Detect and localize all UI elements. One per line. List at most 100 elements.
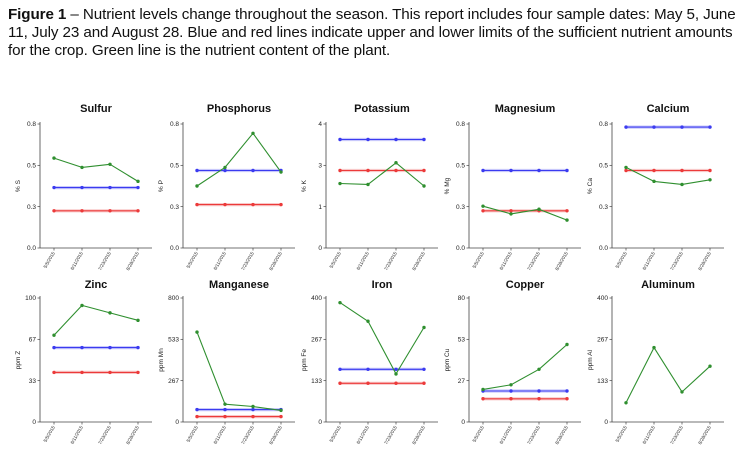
x-tick-label: 6/11/2015 [212,425,227,445]
x-tick-label: 7/23/2015 [383,425,398,446]
upper-point-iron [366,367,370,371]
upper-point-magnesium [537,168,541,173]
upper-point-potassium [422,137,426,142]
content-point-potassium [366,182,370,187]
content-point-calcium [708,178,712,182]
content-point-sulfur [52,156,56,160]
content-point-zinc [108,311,112,315]
lower-point-zinc [52,370,56,375]
lower-point-sulfur [136,209,140,213]
content-point-zinc [136,318,140,323]
content-point-manganese [279,408,283,413]
y-axis-label-zinc: ppm Z [15,351,22,369]
upper-point-phosphorus [251,168,255,173]
lower-point-phosphorus [279,202,283,207]
content-point-manganese [251,404,255,409]
panel-sulfur: Sulfur 0.0 0.3 0.5 0.8 % S 5/5/2015 6/11/2015 7/… [15,103,152,271]
panel-title-calcium: Calcium [647,103,690,115]
x-tick-label: 6/11/2015 [641,251,656,271]
content-point-sulfur [80,165,84,170]
content-point-potassium [422,184,426,188]
content-point-calcium [624,165,628,170]
y-axis-label-iron: ppm Fe [301,349,308,371]
x-tick-label: 5/5/2015 [615,251,628,269]
content-line-aluminum [625,347,711,404]
y-tick-label: 133 [311,378,322,385]
panel-calcium: Calcium 0.0 0.3 0.5 0.8 % Ca 5/5/2015 6/11/2015… [587,103,724,271]
x-tick-label: 7/23/2015 [526,251,541,272]
content-point-manganese [195,330,199,334]
lower-point-zinc [80,370,84,375]
x-tick-label: 7/23/2015 [97,425,112,446]
lower-point-copper [565,397,569,401]
lower-point-manganese [279,414,283,419]
x-tick-label: 8/28/2015 [125,251,140,272]
lower-point-manganese [223,414,227,419]
lower-point-calcium [680,168,684,173]
content-point-phosphorus [195,184,199,188]
upper-point-calcium [708,125,712,129]
content-line-iron [339,302,425,375]
upper-point-copper [509,389,513,393]
content-point-sulfur [136,179,140,184]
content-point-aluminum [624,401,628,405]
x-tick-label: 8/28/2015 [411,251,426,272]
y-tick-label: 0 [604,419,608,426]
upper-point-magnesium [565,168,569,173]
panel-title-copper: Copper [506,279,545,291]
lower-point-potassium [338,168,342,173]
lower-point-sulfur [108,209,112,213]
content-point-copper [481,387,485,392]
x-tick-label: 8/28/2015 [554,425,569,446]
upper-point-sulfur [136,185,140,190]
y-axis-label-manganese: ppm Mn [158,348,165,372]
y-tick-label: 0 [175,419,179,426]
content-point-magnesium [509,212,513,216]
x-tick-label: 8/28/2015 [411,425,426,446]
panel-title-phosphorus: Phosphorus [207,103,271,115]
content-line-calcium [625,166,711,185]
y-tick-label: 3 [318,163,322,170]
caption-text: – Nutrient levels change throughout the … [8,6,736,59]
lower-point-calcium [652,168,656,173]
upper-point-sulfur [80,185,84,190]
x-tick-label: 5/5/2015 [186,251,199,269]
x-tick-label: 6/11/2015 [69,251,84,271]
panel-title-iron: Iron [372,279,393,291]
content-point-copper [509,383,513,387]
figure-label: Figure 1 [8,6,67,23]
y-tick-label: 0.8 [170,121,179,128]
y-axis-label-sulfur: % S [15,179,22,192]
upper-point-magnesium [509,168,513,173]
lower-point-phosphorus [251,202,255,207]
content-point-magnesium [537,207,541,211]
lower-point-calcium [708,168,712,173]
lower-point-manganese [195,414,199,419]
y-tick-label: 533 [168,337,179,344]
upper-point-manganese [223,407,227,412]
y-axis-label-phosphorus: % P [158,180,165,192]
x-tick-label: 7/23/2015 [97,251,112,272]
panel-aluminum: Aluminum 0 133 267 400 ppm Al 5/5/2015 6/11/201… [587,279,724,445]
y-tick-label: 80 [458,295,466,302]
y-tick-label: 0 [461,419,465,426]
content-point-calcium [652,179,656,184]
panel-title-sulfur: Sulfur [80,103,112,115]
upper-point-calcium [680,125,684,129]
panel-phosphorus: Phosphorus 0.0 0.3 0.5 0.8 % P 5/5/2015 6/11/20… [158,103,295,271]
x-tick-label: 8/28/2015 [697,251,712,272]
x-tick-label: 6/11/2015 [498,251,513,271]
content-point-iron [394,372,398,376]
lower-point-copper [481,397,485,401]
x-tick-label: 5/5/2015 [43,251,56,269]
y-tick-label: 53 [458,337,466,344]
x-tick-label: 5/5/2015 [329,425,342,443]
y-tick-label: 0.0 [27,245,36,252]
upper-point-potassium [394,137,398,142]
panel-title-aluminum: Aluminum [641,279,695,291]
lower-point-zinc [136,370,140,375]
y-tick-label: 0.5 [27,163,36,170]
y-tick-label: 27 [458,378,466,385]
content-line-sulfur [53,157,139,182]
